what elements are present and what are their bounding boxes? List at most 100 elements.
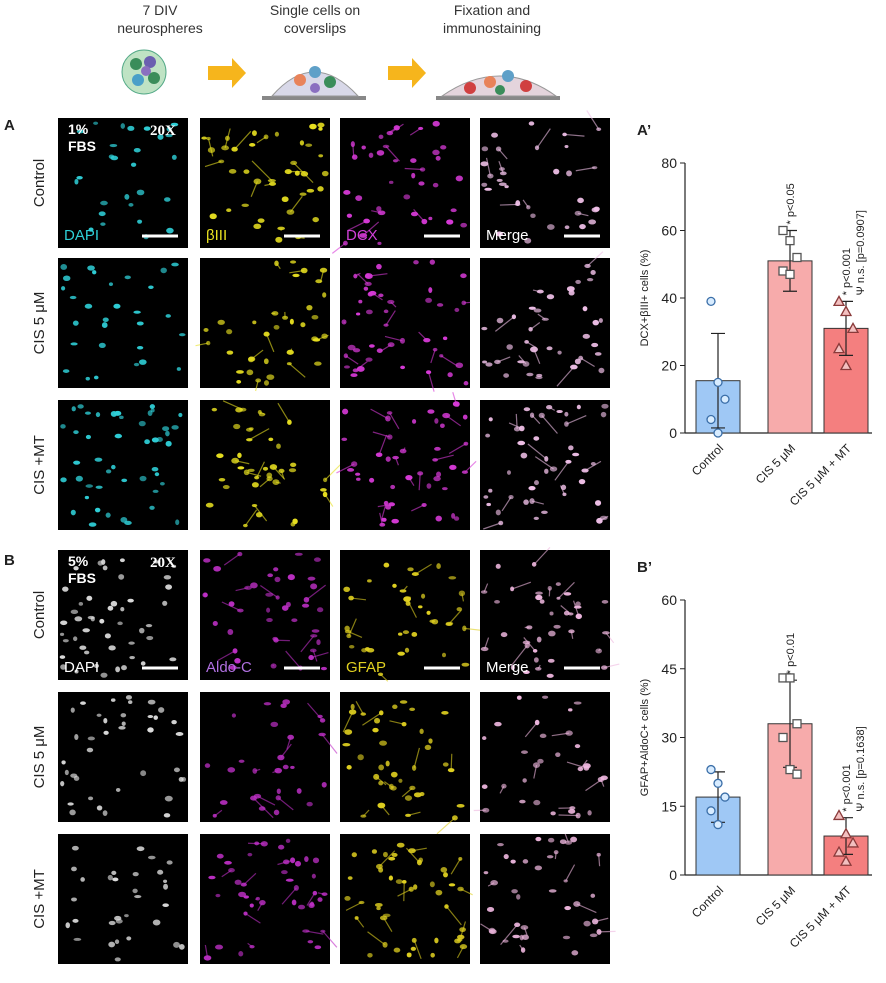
neurite [244,509,258,526]
cell [164,197,171,202]
neurite [523,927,528,936]
cell [310,583,318,590]
cell [171,425,179,430]
cell [385,760,390,767]
neurite [305,930,324,935]
cell [536,636,542,643]
neurite [351,597,367,601]
cell [229,665,237,670]
cell [241,203,249,207]
cell [132,888,138,894]
cell [163,883,169,890]
cell [238,759,245,763]
cell [290,765,295,769]
cell [419,728,424,734]
cell [114,433,122,439]
cell [308,902,315,908]
cell [300,171,309,177]
neurite [377,503,392,508]
cell [153,715,158,720]
neurite [559,485,565,495]
cell [158,707,165,713]
neurite [281,887,297,905]
neurite [483,522,501,530]
neurite [541,415,558,434]
cell [288,468,297,473]
cell [403,194,411,200]
cell [378,293,384,298]
cell [73,430,79,435]
cell [407,567,414,572]
cell [71,845,79,851]
cell [249,903,254,908]
neurite [407,811,421,816]
cell [391,518,399,524]
neurite [537,313,546,320]
cell [491,132,498,138]
cell [377,241,382,246]
cell [413,260,419,265]
neurite [460,888,473,896]
neurite [259,478,270,488]
micrograph [200,400,345,530]
image-background [480,692,610,822]
cell [166,227,174,234]
cell [124,275,131,280]
channel-label: DAPI [64,227,99,244]
cell [592,319,600,326]
cell [485,362,493,367]
neurite [484,637,490,650]
data-point [832,845,846,857]
media-label: FBS [68,570,96,586]
cell [367,953,373,958]
cell [266,374,275,380]
cell [108,920,116,926]
neurite [576,903,597,914]
data-point [839,359,853,371]
cell [67,802,74,806]
neurite [223,553,241,566]
cell [309,123,317,130]
neurite [402,447,406,452]
data-point [720,394,730,404]
cell [397,632,403,636]
neurite [380,673,389,682]
neurite [280,743,292,758]
cell [393,947,401,953]
data-point [792,769,802,779]
data-point [785,269,795,280]
cell [346,213,353,218]
cell [546,346,553,351]
cell [144,439,150,445]
cell [365,357,373,362]
cell [290,260,297,264]
cell [171,154,177,160]
cell [222,484,230,490]
neurite [235,460,250,465]
media-label: FBS [68,138,96,154]
neurite [464,460,477,473]
data-point [846,322,860,334]
neurite [347,220,367,231]
cell [482,736,487,741]
cell [573,701,582,705]
cell [386,434,393,440]
cell [522,640,531,645]
neurite [600,779,605,787]
cell [418,857,424,863]
cell [388,180,394,184]
cell [442,762,449,767]
neurite [448,443,467,455]
cell [557,350,562,355]
cell [111,870,117,876]
cell [251,482,259,488]
image-background [200,118,330,248]
neurite [310,652,329,659]
cell [204,763,211,768]
image-background [58,692,188,822]
cell [127,598,134,603]
cell [355,195,363,201]
neurite [497,356,511,363]
y-tick-label: 15 [661,798,677,814]
cell [418,181,425,186]
